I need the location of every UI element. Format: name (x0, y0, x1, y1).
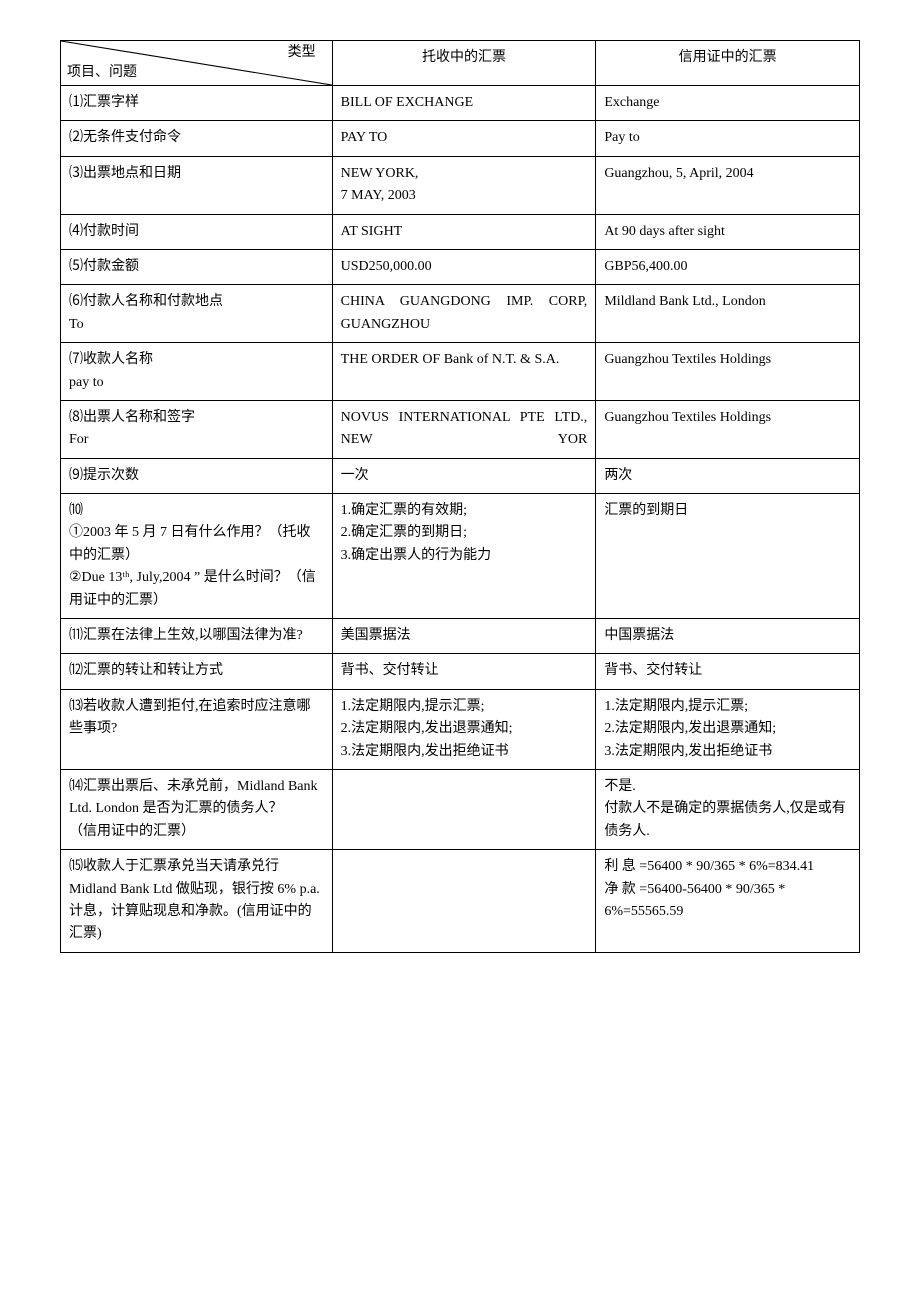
table-row: ⑸付款金额USD250,000.00GBP56,400.00 (61, 249, 860, 284)
lc-bill-cell: 1.法定期限内,提示汇票; 2.法定期限内,发出退票通知; 3.法定期限内,发出… (596, 689, 860, 769)
item-cell: ⑽ ①2003 年 5 月 7 日有什么作用？（托收中的汇票） ②Due 13ᵗ… (61, 494, 333, 619)
item-cell: ⑾汇票在法律上生效,以哪国法律为准? (61, 619, 333, 654)
table-row: ⒀若收款人遭到拒付,在追索时应注意哪些事项?1.法定期限内,提示汇票; 2.法定… (61, 689, 860, 769)
table-row: ⑽ ①2003 年 5 月 7 日有什么作用？（托收中的汇票） ②Due 13ᵗ… (61, 494, 860, 619)
table-row: ⑻出票人名称和签字 ForNOVUS INTERNATIONAL PTE LTD… (61, 400, 860, 458)
lc-bill-cell: Guangzhou, 5, April, 2004 (596, 156, 860, 214)
header-type-label: 类型 (288, 42, 316, 64)
item-cell: ⒂收款人于汇票承兑当天请承兑行 Midland Bank Ltd 做贴现，银行按… (61, 850, 333, 953)
collection-bill-cell: BILL OF EXCHANGE (332, 86, 596, 121)
table-row: ⑼提示次数一次两次 (61, 458, 860, 493)
table-row: ⑹付款人名称和付款地点 ToCHINA GUANGDONG IMP. CORP,… (61, 285, 860, 343)
collection-bill-cell: USD250,000.00 (332, 249, 596, 284)
table-row: ⒁汇票出票后、未承兑前，Midland Bank Ltd. London 是否为… (61, 769, 860, 849)
header-item-label: 项目、问题 (67, 62, 137, 84)
table-row: ⒂收款人于汇票承兑当天请承兑行 Midland Bank Ltd 做贴现，银行按… (61, 850, 860, 953)
table-row: ⑾汇票在法律上生效,以哪国法律为准?美国票据法中国票据法 (61, 619, 860, 654)
header-col2: 托收中的汇票 (332, 41, 596, 86)
lc-bill-cell: Pay to (596, 121, 860, 156)
collection-bill-cell: NEW YORK, 7 MAY, 2003 (332, 156, 596, 214)
collection-bill-cell (332, 850, 596, 953)
collection-bill-cell: 一次 (332, 458, 596, 493)
comparison-table: 类型 项目、问题 托收中的汇票 信用证中的汇票 ⑴汇票字样BILL OF EXC… (60, 40, 860, 953)
item-cell: ⑸付款金额 (61, 249, 333, 284)
lc-bill-cell: 利 息 =56400 * 90/365 * 6%=834.41 净 款 =564… (596, 850, 860, 953)
item-cell: ⑴汇票字样 (61, 86, 333, 121)
lc-bill-cell: Guangzhou Textiles Holdings (596, 400, 860, 458)
lc-bill-cell: 中国票据法 (596, 619, 860, 654)
collection-bill-cell: 背书、交付转让 (332, 654, 596, 689)
item-cell: ⑼提示次数 (61, 458, 333, 493)
item-cell: ⒁汇票出票后、未承兑前，Midland Bank Ltd. London 是否为… (61, 769, 333, 849)
header-row: 类型 项目、问题 托收中的汇票 信用证中的汇票 (61, 41, 860, 86)
table-row: ⑵无条件支付命令PAY TOPay to (61, 121, 860, 156)
collection-bill-cell: 1.确定汇票的有效期; 2.确定汇票的到期日; 3.确定出票人的行为能力 (332, 494, 596, 619)
table-row: ⑷付款时间AT SIGHTAt 90 days after sight (61, 214, 860, 249)
collection-bill-cell (332, 769, 596, 849)
table-row: ⑶出票地点和日期NEW YORK, 7 MAY, 2003Guangzhou, … (61, 156, 860, 214)
lc-bill-cell: 不是. 付款人不是确定的票据债务人,仅是或有债务人. (596, 769, 860, 849)
lc-bill-cell: 背书、交付转让 (596, 654, 860, 689)
collection-bill-cell: THE ORDER OF Bank of N.T. & S.A. (332, 343, 596, 401)
collection-bill-cell: 1.法定期限内,提示汇票; 2.法定期限内,发出退票通知; 3.法定期限内,发出… (332, 689, 596, 769)
table-row: ⑿汇票的转让和转让方式背书、交付转让背书、交付转让 (61, 654, 860, 689)
item-cell: ⒀若收款人遭到拒付,在追索时应注意哪些事项? (61, 689, 333, 769)
header-col3: 信用证中的汇票 (596, 41, 860, 86)
lc-bill-cell: 两次 (596, 458, 860, 493)
header-diagonal-cell: 类型 项目、问题 (61, 41, 333, 86)
table-row: ⑴汇票字样BILL OF EXCHANGEExchange (61, 86, 860, 121)
collection-bill-cell: AT SIGHT (332, 214, 596, 249)
collection-bill-cell: CHINA GUANGDONG IMP. CORP, GUANGZHOU (332, 285, 596, 343)
lc-bill-cell: 汇票的到期日 (596, 494, 860, 619)
lc-bill-cell: Guangzhou Textiles Holdings (596, 343, 860, 401)
lc-bill-cell: At 90 days after sight (596, 214, 860, 249)
lc-bill-cell: Exchange (596, 86, 860, 121)
item-cell: ⑹付款人名称和付款地点 To (61, 285, 333, 343)
item-cell: ⑷付款时间 (61, 214, 333, 249)
item-cell: ⑿汇票的转让和转让方式 (61, 654, 333, 689)
item-cell: ⑵无条件支付命令 (61, 121, 333, 156)
item-cell: ⑻出票人名称和签字 For (61, 400, 333, 458)
lc-bill-cell: Mildland Bank Ltd., London (596, 285, 860, 343)
collection-bill-cell: 美国票据法 (332, 619, 596, 654)
collection-bill-cell: NOVUS INTERNATIONAL PTE LTD., NEW YOR (332, 400, 596, 458)
item-cell: ⑺收款人名称 pay to (61, 343, 333, 401)
lc-bill-cell: GBP56,400.00 (596, 249, 860, 284)
item-cell: ⑶出票地点和日期 (61, 156, 333, 214)
table-row: ⑺收款人名称 pay toTHE ORDER OF Bank of N.T. &… (61, 343, 860, 401)
collection-bill-cell: PAY TO (332, 121, 596, 156)
